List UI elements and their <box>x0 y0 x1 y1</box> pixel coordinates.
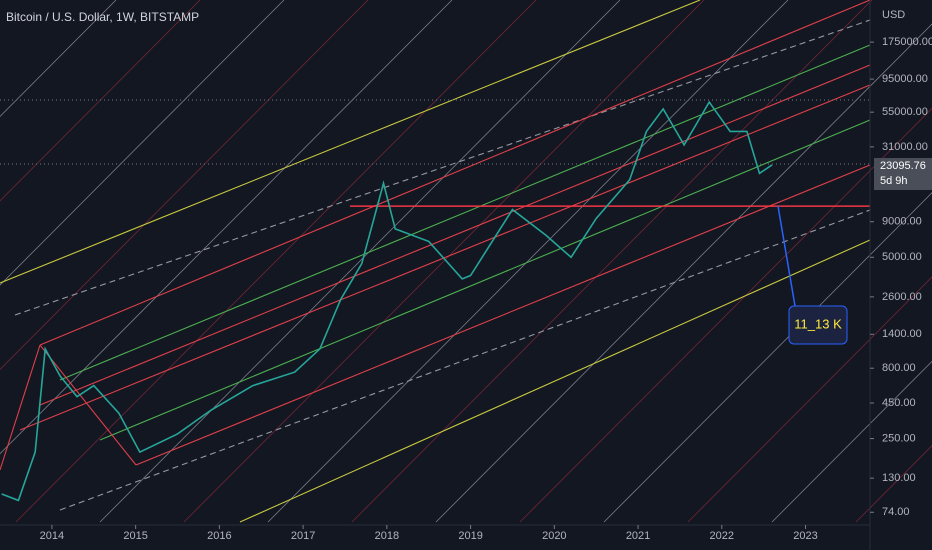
countdown: 5d 9h <box>880 175 908 187</box>
fan-line <box>0 0 285 286</box>
trend-line <box>19 84 871 431</box>
y-tick-label: 2600.00 <box>882 291 922 303</box>
trend-line <box>14 19 871 316</box>
x-tick-label: 2021 <box>626 530 650 542</box>
fan-line <box>0 0 369 370</box>
callout-text: 11_13 K <box>794 316 842 331</box>
y-tick-label: 250.00 <box>882 432 916 444</box>
fan-line <box>15 0 537 523</box>
y-tick-label: 95000.00 <box>882 73 928 85</box>
y-tick-label: 55000.00 <box>882 106 928 118</box>
y-tick-label: 800.00 <box>882 362 916 374</box>
fan-line <box>183 0 705 523</box>
fan-line <box>435 23 932 523</box>
x-tick-label: 2023 <box>793 530 817 542</box>
x-tick-label: 2015 <box>123 530 147 542</box>
y-tick-label: 9000.00 <box>882 216 922 228</box>
y-tick-label: 175000.00 <box>882 36 932 48</box>
y-tick-label: 130.00 <box>882 472 916 484</box>
fan-line <box>267 0 789 523</box>
y-tick-label: 450.00 <box>882 397 916 409</box>
fan-line <box>351 0 873 523</box>
trend-line <box>135 164 871 466</box>
callout-pointer <box>777 205 796 307</box>
x-tick-label: 2014 <box>40 530 64 542</box>
fan-line <box>771 360 932 523</box>
trend-line <box>59 209 871 511</box>
y-tick-label: 31000.00 <box>882 141 928 153</box>
x-tick-label: 2019 <box>458 530 482 542</box>
fan-line <box>603 192 932 523</box>
fan-line <box>99 0 621 523</box>
fan-line <box>0 0 453 455</box>
callout-box <box>788 305 848 345</box>
fan-line <box>0 0 201 202</box>
trend-line <box>0 0 701 284</box>
trend-line <box>39 344 137 466</box>
trend-line <box>39 0 871 346</box>
x-tick-label: 2022 <box>710 530 734 542</box>
trend-line <box>99 119 871 441</box>
x-tick-label: 2018 <box>375 530 399 542</box>
axis-unit: USD <box>882 9 905 21</box>
fan-line <box>0 0 117 118</box>
trend-line <box>59 44 871 381</box>
x-tick-label: 2020 <box>542 530 566 542</box>
y-tick-label: 5000.00 <box>882 251 922 263</box>
trend-line <box>239 239 871 523</box>
y-tick-label: 1400.00 <box>882 328 922 340</box>
y-tick-label: 74.00 <box>882 506 910 518</box>
x-tick-label: 2016 <box>207 530 231 542</box>
chart-title: Bitcoin / U.S. Dollar, 1W, BITSTAMP <box>6 10 199 24</box>
trend-line <box>39 64 871 406</box>
fan-line <box>519 107 932 523</box>
trend-lines <box>0 0 932 523</box>
x-tick-label: 2017 <box>291 530 315 542</box>
price-line <box>1 100 773 502</box>
price-tag <box>874 158 932 190</box>
trend-line <box>0 344 41 471</box>
fan-line <box>687 276 932 523</box>
price-value: 23095.76 <box>880 160 926 172</box>
